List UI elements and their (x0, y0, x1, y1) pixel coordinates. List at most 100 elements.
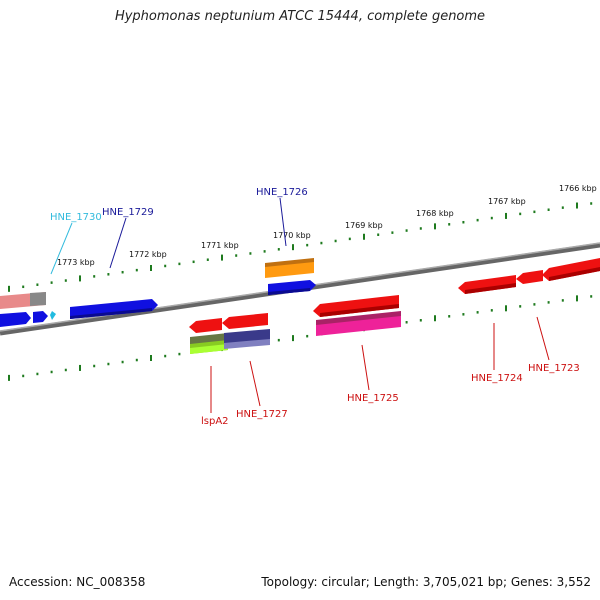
minor-tick (121, 360, 124, 364)
minor-tick (178, 352, 181, 356)
minor-tick (277, 338, 280, 342)
minor-tick (22, 285, 25, 289)
gene-arrow-left-3[interactable] (50, 311, 56, 320)
major-tick (8, 285, 10, 292)
major-tick (505, 305, 507, 312)
minor-tick (533, 303, 536, 306)
topology-summary: Topology: circular; Length: 3,705,021 bp… (261, 575, 591, 589)
major-tick (79, 364, 81, 371)
gene-leader-line (279, 197, 287, 247)
gene-label[interactable]: HNE_1725 (347, 393, 399, 404)
minor-tick (36, 372, 39, 376)
scale-label: 1773 kbp (57, 258, 95, 267)
minor-tick (22, 374, 25, 378)
minor-tick (50, 370, 53, 374)
minor-tick (135, 358, 138, 362)
major-tick (576, 202, 578, 209)
minor-tick (490, 309, 493, 312)
gene-label[interactable]: HNE_1723 (528, 363, 580, 374)
minor-tick (533, 210, 536, 214)
gene-leader-line (50, 222, 73, 275)
gene-label[interactable]: HNE_1726 (256, 187, 308, 198)
minor-tick (476, 311, 479, 314)
minor-tick (405, 321, 408, 324)
minor-tick (547, 301, 550, 304)
minor-tick (206, 258, 209, 261)
minor-tick (178, 262, 181, 266)
scale-label: 1766 kbp (559, 184, 597, 193)
gene-arrow-hne-1723-a[interactable] (516, 270, 543, 284)
minor-tick (36, 283, 39, 286)
minor-tick (561, 206, 564, 209)
gene-leader-line (249, 360, 261, 407)
scale-label: 1767 kbp (488, 197, 526, 206)
minor-tick (405, 229, 408, 232)
minor-tick (249, 252, 252, 255)
minor-tick (462, 313, 465, 316)
minor-tick (448, 223, 451, 226)
major-tick (505, 212, 507, 219)
minor-tick (320, 241, 323, 245)
scale-label: 1772 kbp (129, 250, 167, 259)
minor-tick (93, 275, 96, 278)
gene-label[interactable]: lspA2 (201, 416, 229, 427)
minor-tick (164, 354, 167, 358)
minor-tick (107, 273, 110, 276)
minor-tick (121, 270, 124, 274)
minor-tick (64, 279, 67, 282)
gene-arrow-lspa2-red[interactable] (189, 318, 222, 333)
major-tick (150, 355, 152, 361)
minor-tick (391, 231, 394, 234)
gene-box-hne-1725[interactable] (316, 313, 401, 336)
minor-tick (192, 260, 195, 264)
major-tick (79, 275, 81, 282)
minor-tick (561, 299, 564, 302)
scale-label: 1771 kbp (201, 241, 239, 250)
minor-tick (590, 295, 593, 298)
major-tick (434, 223, 436, 230)
gene-label[interactable]: HNE_1730 (50, 212, 102, 223)
gene-leader-line (536, 316, 550, 361)
minor-tick (462, 220, 465, 224)
scale-label: 1770 kbp (273, 231, 311, 240)
gene-arrow-hne-1727-red[interactable] (222, 313, 268, 329)
gene-arrow-left-2[interactable] (33, 311, 48, 323)
minor-tick (419, 227, 422, 230)
minor-tick (135, 268, 138, 272)
minor-tick (64, 368, 67, 372)
gene-label[interactable]: HNE_1724 (471, 373, 523, 384)
tick-track-top (8, 202, 593, 292)
minor-tick (107, 362, 110, 366)
scale-label: 1769 kbp (345, 221, 383, 230)
minor-tick (519, 305, 522, 308)
major-tick (8, 374, 10, 381)
minor-tick (476, 218, 479, 222)
minor-tick (277, 248, 280, 251)
minor-tick (164, 264, 167, 268)
major-tick (363, 233, 365, 240)
minor-tick (50, 281, 53, 284)
major-tick (292, 335, 294, 342)
gene-arrow-hne-1723[interactable] (542, 258, 600, 281)
gene-leader-line (361, 344, 370, 391)
minor-tick (235, 254, 238, 257)
minor-tick (547, 208, 550, 211)
accession-label: Accession: NC_008358 (9, 575, 146, 589)
major-tick (292, 244, 294, 251)
minor-tick (377, 233, 380, 236)
major-tick (434, 315, 436, 322)
gene-label[interactable]: HNE_1729 (102, 207, 154, 218)
scale-label: 1768 kbp (416, 209, 454, 218)
gene-leader-line (109, 217, 127, 269)
minor-tick (334, 239, 337, 243)
gene-label[interactable]: HNE_1727 (236, 409, 288, 420)
minor-tick (93, 364, 96, 368)
gene-arrow-left-1[interactable] (0, 312, 31, 327)
minor-tick (419, 319, 422, 322)
minor-tick (306, 334, 309, 338)
minor-tick (448, 315, 451, 318)
major-tick (221, 254, 223, 261)
map-title: Hyphomonas neptunium ATCC 15444, complet… (114, 9, 486, 24)
minor-tick (263, 250, 266, 253)
